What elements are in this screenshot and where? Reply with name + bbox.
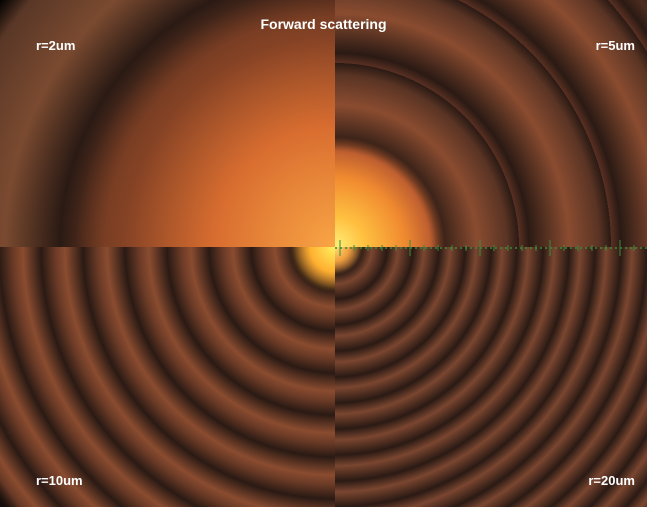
panel-label: r=20um — [588, 473, 635, 488]
scale-ticks — [339, 240, 635, 256]
title: Forward scattering — [260, 16, 387, 32]
panel-label: r=5um — [595, 38, 635, 53]
panel-label: r=10um — [36, 473, 83, 488]
panel-label: r=2um — [36, 38, 76, 53]
